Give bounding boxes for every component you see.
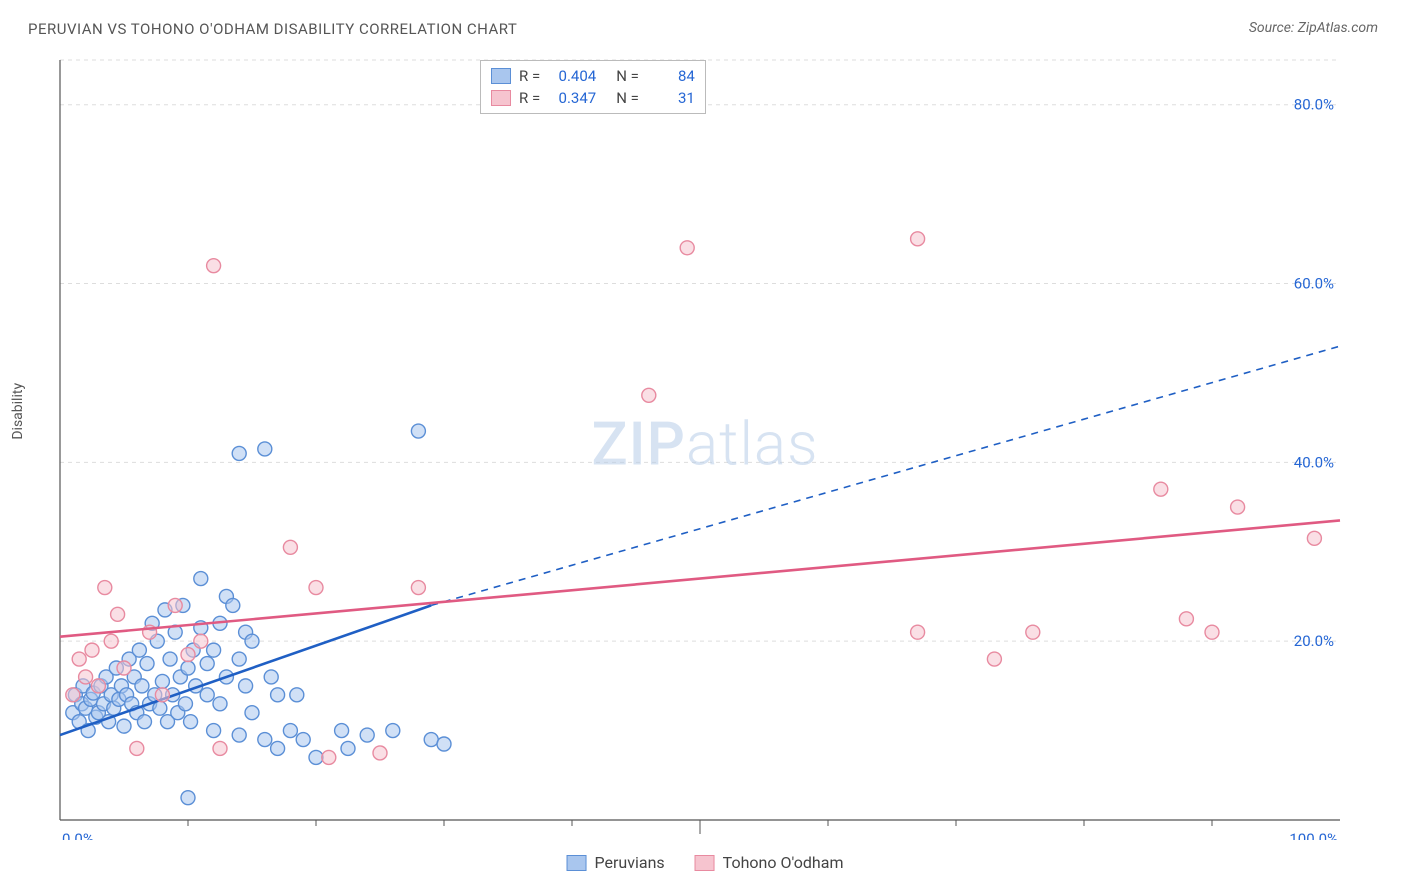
n-value: 31 <box>647 89 695 107</box>
chart-title: PERUVIAN VS TOHONO O'ODHAM DISABILITY CO… <box>28 20 517 38</box>
legend-swatch <box>491 68 511 84</box>
legend-swatch <box>695 855 715 871</box>
r-label: R = <box>519 67 540 85</box>
legend-swatch <box>567 855 587 871</box>
svg-text:0.0%: 0.0% <box>62 830 94 840</box>
legend-label: Tohono O'odham <box>723 853 844 872</box>
r-label: R = <box>519 89 540 107</box>
svg-text:20.0%: 20.0% <box>1294 632 1334 650</box>
svg-text:100.0%: 100.0% <box>1289 830 1338 840</box>
series-legend: Peruvians Tohono O'odham <box>567 853 844 872</box>
legend-swatch <box>491 90 511 106</box>
correlation-legend: R = 0.404 N = 84 R = 0.347 N = 31 <box>480 60 706 114</box>
r-value: 0.347 <box>548 89 596 107</box>
chart-container: Disability 20.0%40.0%60.0%80.0%0.0%100.0… <box>30 50 1380 870</box>
n-label: N = <box>616 67 639 85</box>
legend-item: Peruvians <box>567 853 665 872</box>
svg-text:60.0%: 60.0% <box>1294 275 1334 293</box>
svg-text:40.0%: 40.0% <box>1294 453 1334 471</box>
legend-item: Tohono O'odham <box>695 853 844 872</box>
svg-text:80.0%: 80.0% <box>1294 96 1334 114</box>
y-axis-label: Disability <box>10 383 26 440</box>
source-label: Source: ZipAtlas.com <box>1249 20 1378 36</box>
n-label: N = <box>616 89 639 107</box>
n-value: 84 <box>647 67 695 85</box>
r-value: 0.404 <box>548 67 596 85</box>
legend-label: Peruvians <box>595 853 665 872</box>
legend-row: R = 0.404 N = 84 <box>491 65 695 87</box>
scatter-chart: 20.0% 40.0% 60.0% 80.0% 0.0% 100.0% <box>30 50 1350 840</box>
legend-row: R = 0.347 N = 31 <box>491 87 695 109</box>
